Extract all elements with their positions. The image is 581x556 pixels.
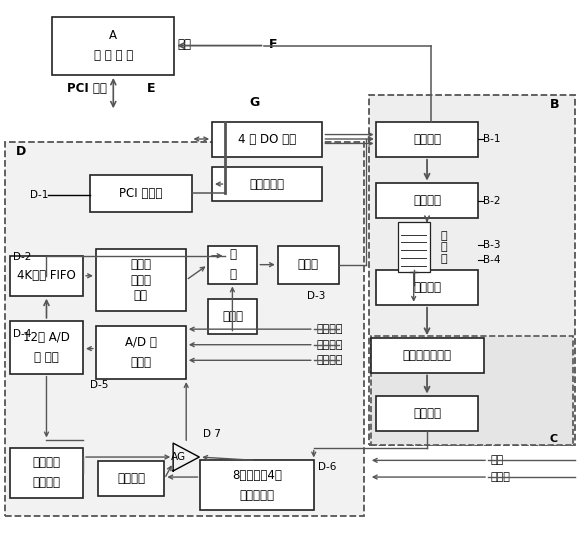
Text: E: E bbox=[146, 82, 155, 96]
Bar bbox=[371, 338, 484, 373]
Bar bbox=[376, 396, 478, 431]
Text: 地址译码器: 地址译码器 bbox=[250, 177, 285, 191]
Text: 扩展用: 扩展用 bbox=[491, 472, 511, 482]
Bar bbox=[52, 17, 174, 75]
Bar bbox=[212, 167, 322, 201]
Bar bbox=[398, 222, 430, 272]
Bar bbox=[376, 270, 478, 305]
Bar bbox=[376, 183, 478, 218]
Text: D 7: D 7 bbox=[203, 429, 221, 439]
Bar bbox=[90, 175, 192, 212]
Bar bbox=[98, 461, 164, 496]
Text: 受治病人: 受治病人 bbox=[413, 281, 442, 294]
Text: 12位 A/D: 12位 A/D bbox=[23, 331, 70, 344]
Bar bbox=[96, 249, 186, 311]
Text: 前置放大: 前置放大 bbox=[413, 407, 442, 420]
Text: F: F bbox=[269, 38, 278, 51]
Text: 发逻辑: 发逻辑 bbox=[130, 356, 152, 369]
Text: 计数器: 计数器 bbox=[297, 258, 319, 271]
Text: 8路单端或4路: 8路单端或4路 bbox=[232, 469, 282, 482]
Text: D-2: D-2 bbox=[13, 252, 31, 262]
Text: D: D bbox=[16, 145, 27, 158]
Text: B-4: B-4 bbox=[483, 255, 501, 265]
Bar bbox=[278, 246, 339, 284]
Bar bbox=[369, 95, 575, 445]
Bar bbox=[376, 122, 478, 157]
Text: PCI 总线: PCI 总线 bbox=[67, 82, 107, 96]
Bar bbox=[371, 336, 573, 445]
Bar bbox=[10, 256, 83, 296]
Text: 微 机 系 统: 微 机 系 统 bbox=[94, 49, 133, 62]
Text: 时: 时 bbox=[229, 248, 236, 261]
Bar bbox=[208, 299, 257, 334]
Text: 微推进器: 微推进器 bbox=[413, 194, 442, 207]
Bar bbox=[5, 142, 364, 516]
Text: B-2: B-2 bbox=[483, 196, 501, 206]
Text: A: A bbox=[109, 29, 117, 42]
Text: 差分复用器: 差分复用器 bbox=[239, 489, 275, 502]
Text: B: B bbox=[550, 98, 559, 111]
Bar bbox=[212, 122, 322, 157]
Text: B-3: B-3 bbox=[483, 240, 501, 250]
Text: 注
射
器: 注 射 器 bbox=[440, 231, 447, 264]
Text: A/D 触: A/D 触 bbox=[125, 336, 157, 349]
Text: D-1: D-1 bbox=[30, 190, 49, 200]
Text: D-6: D-6 bbox=[318, 462, 337, 472]
Text: D-3: D-3 bbox=[307, 291, 325, 301]
Text: 增益控制: 增益控制 bbox=[117, 472, 145, 485]
Bar bbox=[10, 448, 83, 498]
Text: 钟: 钟 bbox=[229, 268, 236, 281]
Text: 4K采样 FIFO: 4K采样 FIFO bbox=[17, 269, 76, 282]
Text: D-5: D-5 bbox=[90, 380, 109, 390]
Bar bbox=[10, 321, 83, 374]
Text: 备用: 备用 bbox=[491, 455, 504, 465]
Text: G: G bbox=[250, 96, 260, 110]
Text: B-1: B-1 bbox=[483, 134, 501, 144]
Text: PCI 控制器: PCI 控制器 bbox=[119, 187, 163, 200]
Bar bbox=[200, 460, 314, 510]
Text: 串口: 串口 bbox=[177, 38, 191, 51]
Text: D-4: D-4 bbox=[13, 329, 31, 339]
Text: 振荡器: 振荡器 bbox=[222, 310, 243, 323]
Text: AG: AG bbox=[171, 452, 187, 462]
Text: 控制逻辑: 控制逻辑 bbox=[33, 476, 61, 489]
Text: 微控制器: 微控制器 bbox=[413, 133, 442, 146]
Text: 脉冲输出: 脉冲输出 bbox=[317, 324, 343, 334]
Bar bbox=[96, 326, 186, 379]
Text: 生理血压传感器: 生理血压传感器 bbox=[403, 349, 452, 362]
Bar bbox=[208, 246, 257, 284]
Text: 外部触发: 外部触发 bbox=[317, 340, 343, 350]
Text: 转 换器: 转 换器 bbox=[34, 351, 59, 364]
Text: 逻辑: 逻辑 bbox=[134, 289, 148, 302]
Text: 开关触发: 开关触发 bbox=[317, 355, 343, 365]
Text: 通道扫描: 通道扫描 bbox=[33, 456, 61, 469]
Text: 求控制: 求控制 bbox=[130, 274, 152, 287]
Text: 中断请: 中断请 bbox=[130, 258, 152, 271]
Text: C: C bbox=[550, 434, 558, 444]
Text: 4 位 DO 输出: 4 位 DO 输出 bbox=[238, 133, 296, 146]
